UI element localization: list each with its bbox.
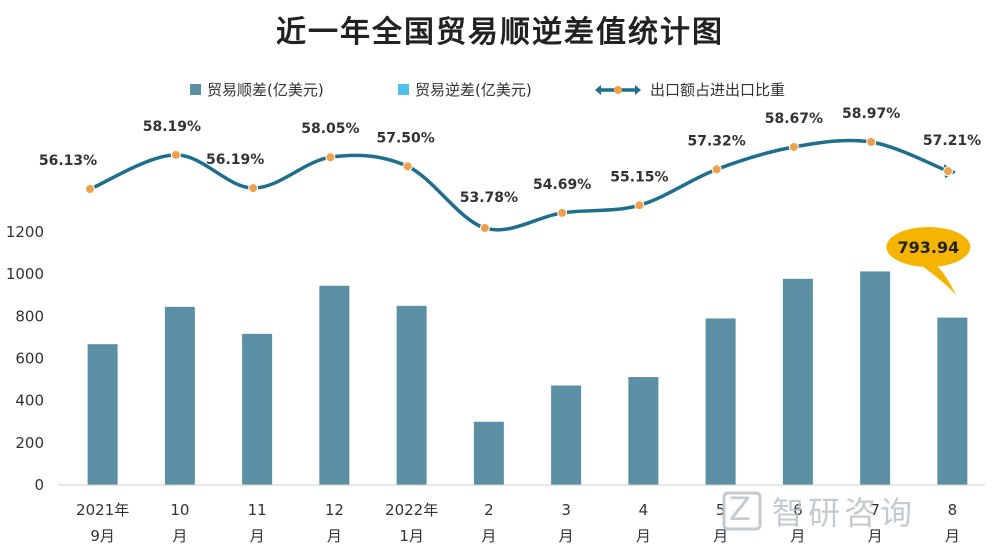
bar-12 — [937, 317, 968, 485]
bar-9 — [705, 318, 736, 485]
callout-bubble — [886, 227, 971, 267]
line-value-label-1: 56.13% — [39, 153, 97, 169]
x-label-8-line2: 月 — [636, 527, 651, 545]
y-tick-label-4: 600 — [15, 350, 44, 368]
bar-4 — [319, 285, 350, 485]
bar-2 — [164, 306, 195, 485]
x-label-2-line1: 10 — [170, 501, 189, 519]
line-point-6 — [479, 223, 490, 233]
bar-11 — [860, 271, 891, 485]
bar-6 — [473, 421, 504, 485]
line-point-11 — [866, 137, 877, 147]
x-label-9-line1: 5 — [716, 501, 726, 519]
legend-label-1: 贸易顺差(亿美元) — [207, 81, 324, 99]
watermark-logo-letter: Z — [729, 490, 755, 528]
legend-swatch-2 — [398, 84, 409, 95]
bar-3 — [242, 333, 273, 485]
watermark-text: 智研咨询 — [772, 494, 916, 532]
x-axis: 2021年 9月 10 月 11 月 12 月 2022年 1月 2 月 3 月 4 月 5 月 6 月 7 月 8 月 — [58, 484, 985, 545]
legend-line-marker — [614, 86, 622, 94]
y-axis: 0 200 400 600 800 1000 1200 — [6, 223, 44, 494]
x-label-7-line1: 3 — [561, 501, 571, 519]
x-label-9-line2: 月 — [713, 527, 728, 545]
bar-8 — [628, 377, 659, 485]
y-tick-label-2: 200 — [15, 434, 44, 452]
legend-swatch-1 — [190, 84, 201, 95]
bar-series — [87, 271, 968, 485]
bar-1 — [87, 344, 118, 485]
x-label-11-line1: 7 — [870, 501, 880, 519]
y-tick-label-3: 400 — [15, 392, 44, 410]
x-label-7-line2: 月 — [559, 527, 574, 545]
y-tick-label-1: 0 — [34, 476, 44, 494]
x-label-3-line2: 月 — [250, 527, 265, 545]
line-value-label-5: 57.50% — [376, 130, 434, 146]
line-value-label-4: 58.05% — [301, 121, 359, 137]
line-point-10 — [788, 141, 799, 152]
legend-line-arrow-right — [635, 85, 641, 95]
line-point-3 — [248, 183, 259, 194]
line-value-label-7: 54.69% — [533, 177, 591, 193]
x-label-12-line1: 8 — [948, 501, 958, 519]
legend-line-arrow-left — [595, 85, 601, 95]
x-label-6-line2: 月 — [481, 527, 496, 545]
line-value-label-3: 56.19% — [206, 152, 264, 168]
callout-value: 793.94 — [898, 238, 960, 257]
y-tick-label-5: 800 — [15, 307, 44, 325]
line-value-label-6: 53.78% — [460, 190, 518, 206]
x-label-11-line2: 月 — [868, 527, 883, 545]
x-label-4-line2: 月 — [327, 527, 342, 545]
watermark: Z 智研咨询 — [722, 490, 916, 532]
x-label-10-line2: 月 — [790, 527, 805, 545]
line-value-label-10: 58.67% — [765, 111, 823, 127]
bar-5 — [396, 305, 427, 485]
x-label-1-line1: 2021年 — [76, 501, 129, 519]
line-value-label-9: 57.32% — [687, 133, 745, 149]
x-label-10-line1: 6 — [793, 501, 803, 519]
legend-label-3: 出口额占进出口比重 — [650, 81, 785, 99]
line-point-8 — [634, 200, 645, 211]
line-value-label-8: 55.15% — [610, 169, 668, 185]
value-callout: 793.94 — [886, 227, 971, 296]
line-point-4 — [325, 152, 336, 163]
y-tick-label-7: 1200 — [6, 223, 44, 241]
chart-legend: 贸易顺差(亿美元) 贸易逆差(亿美元) 出口额占进出口比重 — [190, 81, 785, 99]
line-point-7 — [557, 207, 568, 218]
chart-title: 近一年全国贸易顺逆差值统计图 — [276, 15, 724, 50]
line-point-12 — [943, 166, 953, 177]
x-label-1-line2: 9月 — [90, 527, 115, 545]
line-value-label-2: 58.19% — [143, 119, 201, 135]
x-label-5-line1: 2022年 — [385, 501, 438, 519]
line-value-label-12: 57.21% — [923, 133, 981, 149]
bar-10 — [782, 278, 813, 485]
x-label-5-line2: 1月 — [399, 527, 424, 545]
x-label-3-line1: 11 — [248, 501, 267, 519]
bar-7 — [551, 385, 582, 485]
y-tick-label-6: 1000 — [6, 265, 44, 283]
line-value-label-11: 58.97% — [842, 106, 900, 122]
x-label-4-line1: 12 — [325, 501, 344, 519]
legend-label-2: 贸易逆差(亿美元) — [415, 81, 532, 99]
watermark-logo-icon — [722, 491, 762, 531]
line-point-5 — [402, 161, 413, 172]
line-point-2 — [170, 149, 181, 160]
x-label-8-line1: 4 — [639, 501, 649, 519]
x-label-2-line2: 月 — [172, 527, 187, 545]
line-series: 56.13% 58.19% 56.19% 58.05% 57.50% 53.78% 54.6… — [39, 106, 981, 233]
line-point-9 — [711, 164, 722, 175]
line-point-1 — [85, 184, 95, 195]
x-label-12-line2: 月 — [945, 527, 960, 545]
x-label-6-line1: 2 — [484, 501, 494, 519]
